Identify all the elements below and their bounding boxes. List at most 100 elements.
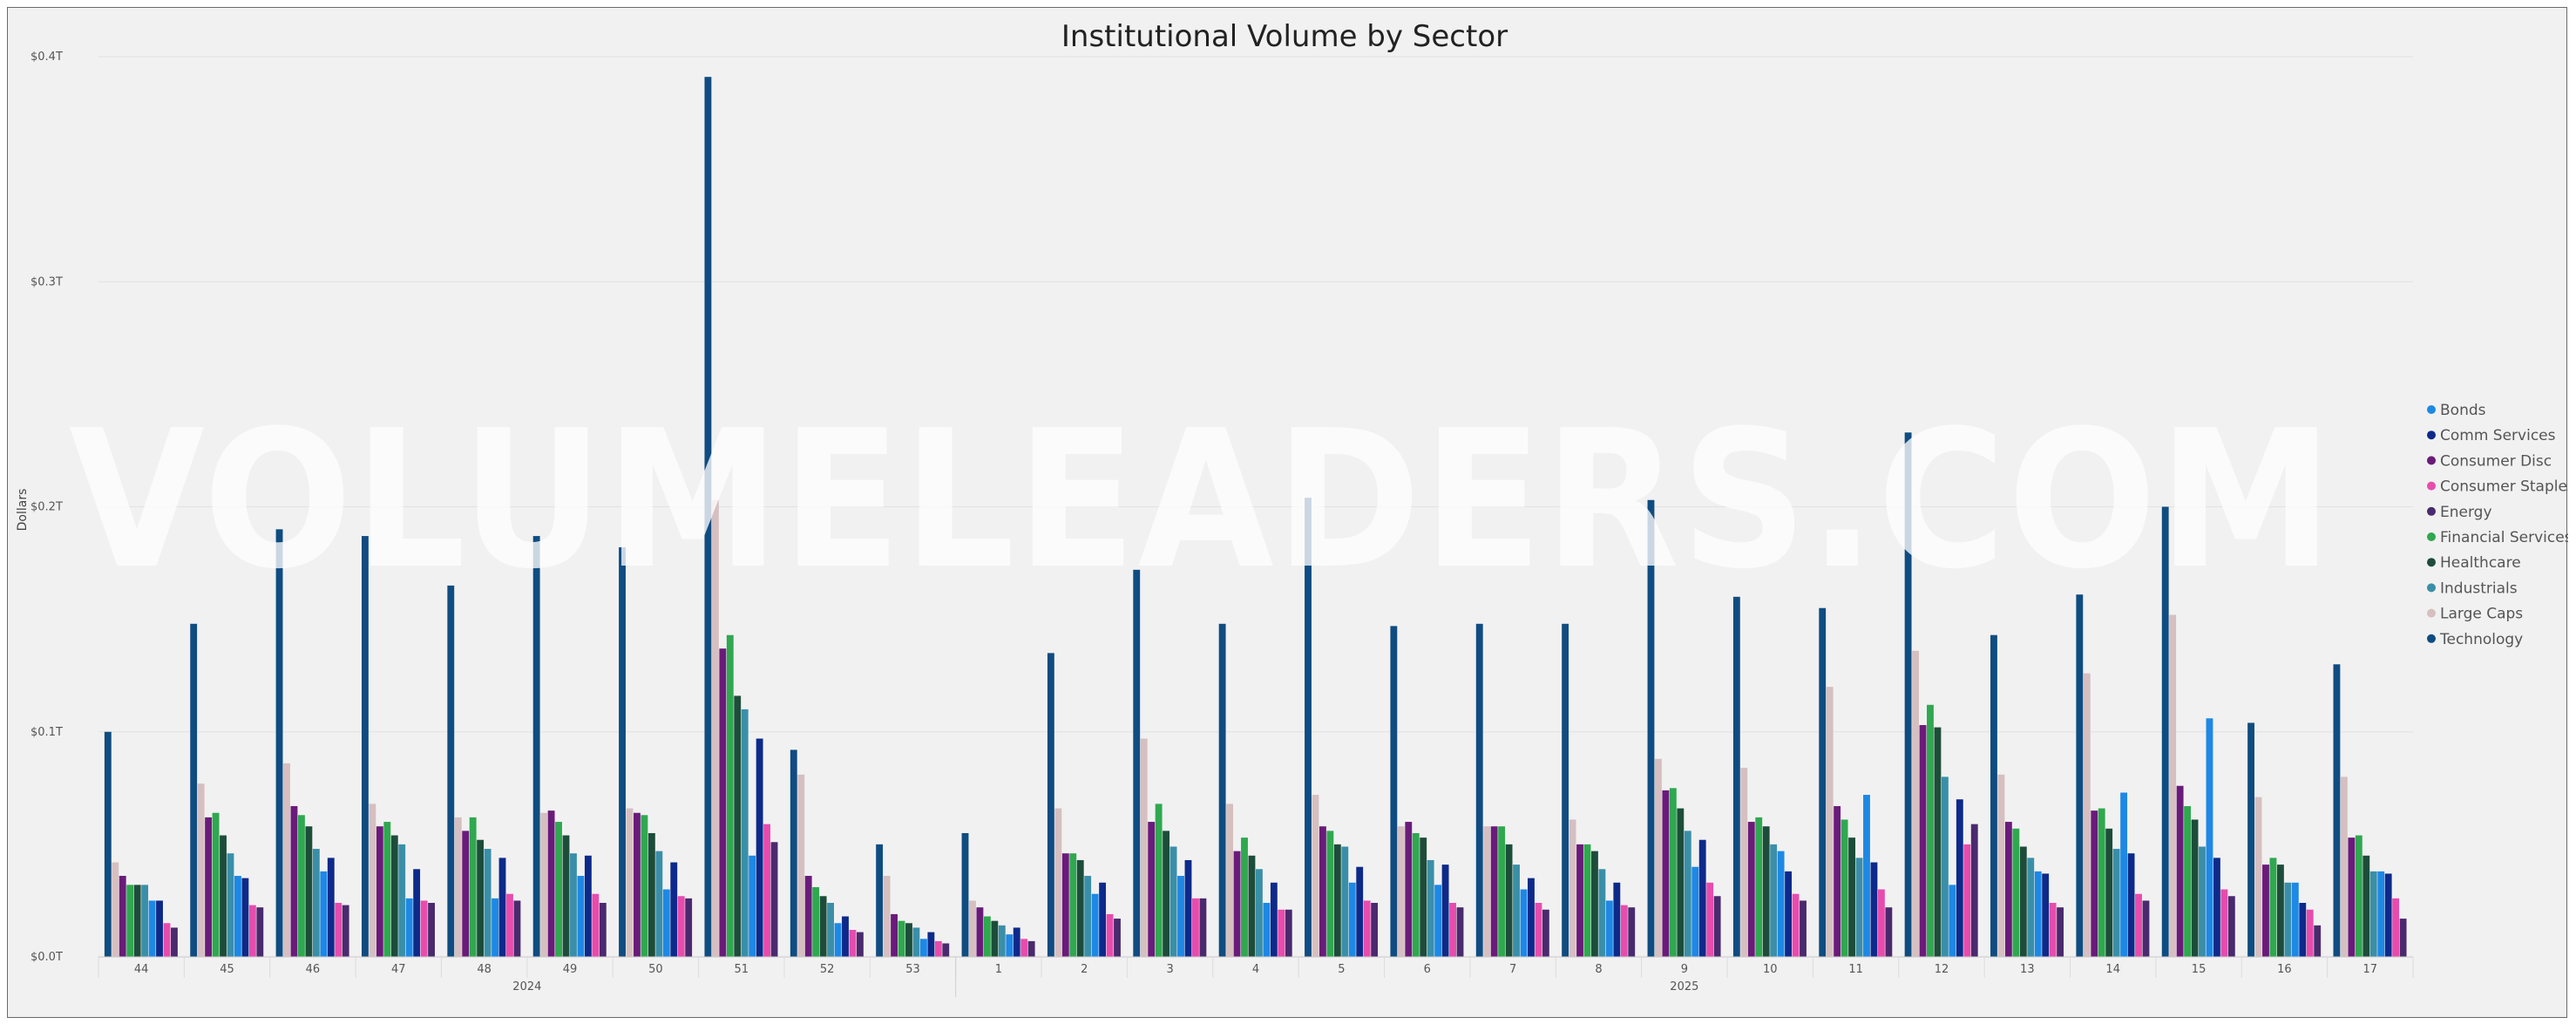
- bar: [1576, 844, 1583, 957]
- bar: [2291, 882, 2299, 957]
- bar: [420, 900, 428, 957]
- bar: [1490, 826, 1498, 957]
- bar: [2112, 849, 2120, 957]
- bar: [912, 927, 920, 957]
- bar: [2227, 896, 2235, 957]
- bar: [991, 920, 999, 957]
- legend-label: Bonds: [2440, 402, 2486, 419]
- bar: [1427, 859, 1434, 957]
- bar: [2091, 810, 2098, 957]
- bar: [1013, 927, 1020, 957]
- bar: [2284, 882, 2292, 957]
- legend-item: Industrials: [2427, 580, 2518, 597]
- bar: [1732, 596, 1740, 957]
- bar: [1628, 907, 1636, 957]
- bar: [711, 499, 719, 957]
- bar: [1785, 871, 1793, 957]
- bar: [834, 923, 842, 957]
- bar: [584, 855, 592, 957]
- bar: [876, 844, 884, 957]
- legend-label: Energy: [2440, 504, 2492, 521]
- bar: [670, 862, 678, 957]
- bar: [1919, 725, 1927, 957]
- bar: [1140, 738, 1148, 957]
- bar: [734, 695, 742, 957]
- x-tick-label: 16: [2277, 963, 2292, 976]
- bar: [1605, 900, 1613, 957]
- legend-swatch: [2427, 608, 2436, 618]
- bar: [891, 913, 898, 957]
- bar: [1598, 869, 1606, 957]
- bar: [647, 832, 655, 957]
- bar: [1106, 913, 1114, 957]
- bar: [1356, 866, 1364, 957]
- bar: [756, 738, 763, 957]
- bar: [2049, 903, 2057, 957]
- bar: [2392, 898, 2400, 957]
- bar: [447, 585, 455, 957]
- bar: [1278, 909, 1285, 957]
- x-tick-label: 53: [905, 963, 920, 976]
- bar: [1613, 882, 1621, 957]
- bar: [141, 885, 149, 957]
- bar: [1397, 826, 1405, 957]
- bar: [1226, 804, 1234, 957]
- bar: [1133, 569, 1141, 957]
- bar: [342, 905, 349, 957]
- bar: [1777, 851, 1785, 957]
- bar: [1677, 808, 1685, 957]
- bar: [1927, 704, 1934, 957]
- bar: [1326, 831, 1334, 957]
- legend-label: Consumer Staples: [2440, 478, 2568, 496]
- bar: [1020, 939, 1028, 957]
- bar: [2083, 673, 2091, 957]
- bar: [376, 826, 383, 957]
- x-tick-label: 51: [735, 963, 749, 976]
- bar: [1848, 838, 1855, 957]
- x-tick-label: 1: [995, 963, 1002, 976]
- bar: [2220, 889, 2228, 957]
- bar: [462, 831, 470, 957]
- bar: [2384, 873, 2392, 957]
- legend: Bonds Comm Services Consumer Disc Consumer …: [2427, 402, 2568, 648]
- x-tick-label: 8: [1595, 963, 1602, 976]
- legend-item: Consumer Staples: [2427, 478, 2568, 496]
- bar: [2199, 846, 2206, 957]
- bar: [305, 826, 313, 957]
- bar: [1006, 934, 1013, 957]
- bar: [804, 876, 812, 957]
- bar: [248, 905, 256, 957]
- bar: [2399, 919, 2407, 957]
- bar: [1855, 858, 1863, 957]
- bar: [641, 815, 648, 957]
- bar: [2314, 925, 2322, 957]
- bar: [1475, 623, 1483, 957]
- x-axis-ticks: 44 45 46 47 48 49 50 51 52 53 1 2 3 4 5 6 7 8 9 10 11 12 13 14 1…: [98, 956, 2414, 997]
- bar: [2169, 614, 2177, 957]
- legend-swatch: [2427, 506, 2436, 516]
- bar: [2161, 506, 2169, 957]
- legend-swatch: [2427, 431, 2436, 440]
- x-tick-label: 7: [1509, 963, 1516, 976]
- bar: [104, 731, 112, 957]
- bar: [1456, 907, 1464, 957]
- bar: [1341, 846, 1349, 957]
- bar: [1684, 831, 1691, 957]
- bar: [1192, 898, 1199, 957]
- bar: [770, 842, 778, 957]
- bar: [2027, 858, 2035, 957]
- bar: [513, 900, 521, 957]
- bar: [1904, 432, 1912, 958]
- bar: [2348, 838, 2356, 957]
- bar: [390, 835, 398, 957]
- bar: [227, 853, 234, 957]
- bar: [1390, 626, 1398, 957]
- bar: [1155, 804, 1163, 957]
- bar: [320, 871, 328, 957]
- bar: [1114, 919, 1121, 957]
- bar: [1099, 882, 1107, 957]
- bar: [2369, 871, 2377, 957]
- bar: [413, 869, 421, 957]
- legend-swatch: [2427, 456, 2436, 465]
- bar: [498, 858, 506, 957]
